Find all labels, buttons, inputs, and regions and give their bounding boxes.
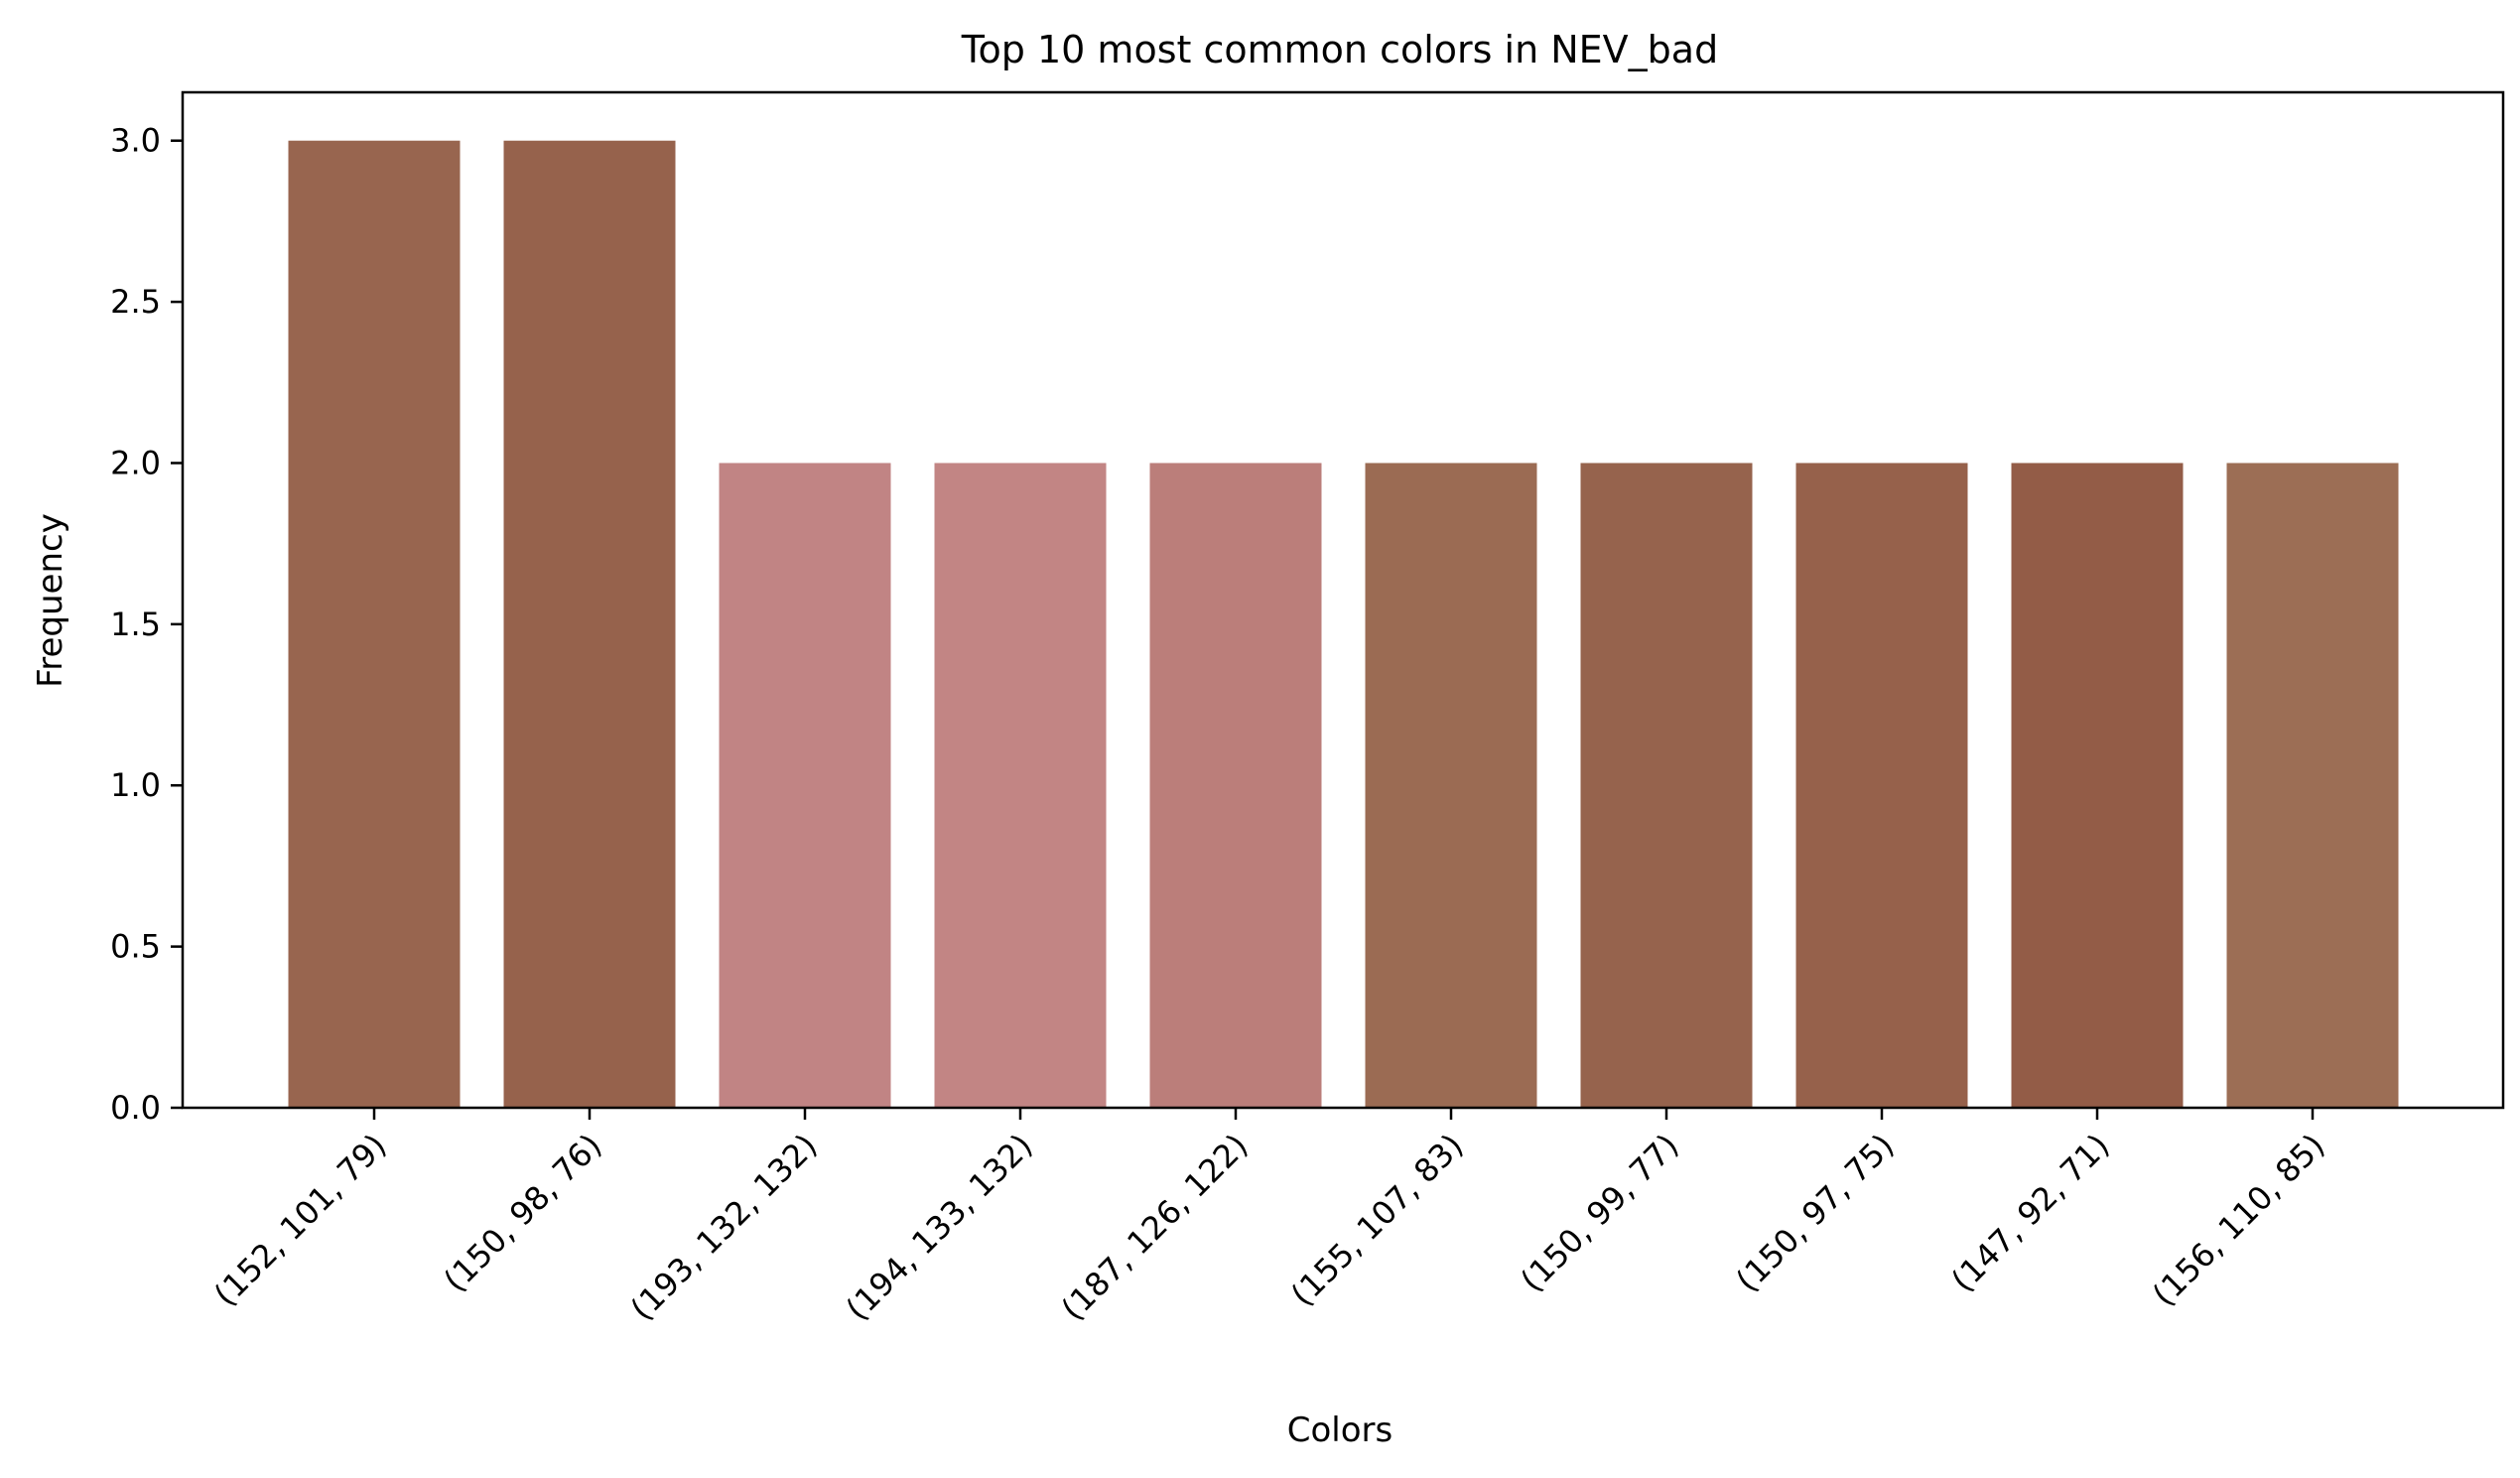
y-tick-label: 2.0 [110, 444, 161, 481]
bar [503, 140, 676, 1108]
y-tick-label: 2.5 [110, 283, 161, 321]
x-axis: (152, 101, 79) (150, 98, 76) (193, 132, 13… [206, 1108, 2332, 1328]
x-tick-label: (152, 101, 79) [206, 1127, 393, 1313]
y-tick-label: 1.0 [110, 766, 161, 804]
y-tick-label: 3.0 [110, 122, 161, 160]
bar [1580, 463, 1753, 1108]
bar [719, 463, 891, 1108]
x-tick-label: (155, 107, 83) [1283, 1127, 1470, 1313]
y-tick-label: 0.0 [110, 1089, 161, 1127]
plot-frame [181, 90, 2505, 1110]
x-tick-label: (156, 110, 85) [2145, 1127, 2331, 1313]
bar [2226, 463, 2399, 1108]
x-tick-label: (150, 99, 77) [1514, 1127, 1686, 1299]
y-axis: 0.0 0.5 1.0 1.5 2.0 2.5 3.0 [110, 122, 183, 1127]
x-tick-label: (150, 98, 76) [437, 1127, 609, 1299]
bar [1365, 463, 1537, 1108]
y-tick-label: 1.5 [110, 605, 161, 643]
bars-group [288, 140, 2399, 1108]
bar [1149, 463, 1322, 1108]
y-axis-label: Frequency [31, 513, 70, 688]
bar [288, 140, 461, 1108]
y-tick-label: 0.5 [110, 928, 161, 966]
x-axis-label: Colors [1287, 1411, 1393, 1450]
x-tick-label: (194, 133, 132) [839, 1127, 1040, 1328]
x-tick-label: (150, 97, 75) [1729, 1127, 1902, 1299]
chart-title: Top 10 most common colors in NEV_bad [961, 28, 1718, 71]
x-tick-label: (147, 92, 71) [1944, 1127, 2117, 1299]
bar [1795, 463, 1968, 1108]
x-tick-label: (187, 126, 122) [1054, 1127, 1256, 1328]
x-tick-label: (193, 132, 132) [623, 1127, 825, 1328]
bar [934, 463, 1107, 1108]
bar [2011, 463, 2184, 1108]
